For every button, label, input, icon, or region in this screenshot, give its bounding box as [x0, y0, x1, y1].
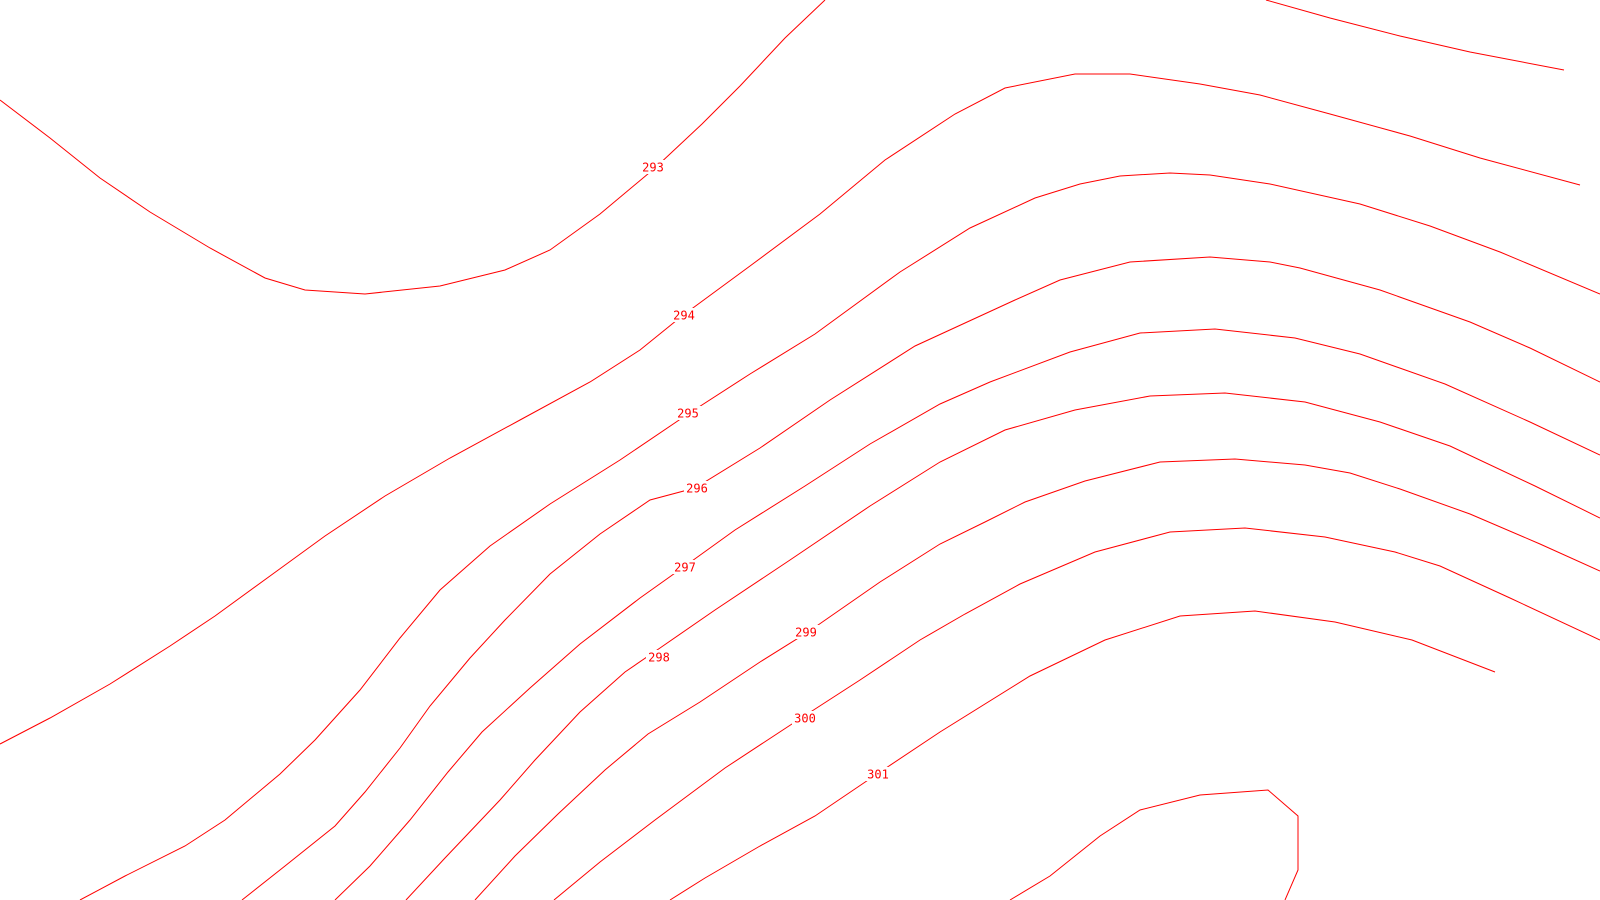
svg-text:297: 297 — [674, 561, 696, 575]
contour-line-293 — [0, 0, 826, 295]
contour-label-300: 300 — [792, 711, 818, 726]
contour-label-298: 298 — [646, 650, 672, 665]
svg-text:300: 300 — [794, 712, 816, 726]
contour-label-297: 297 — [672, 560, 698, 575]
contour-line-294 — [0, 73, 1581, 745]
contour-line-297 — [334, 328, 1600, 900]
contour-label-293: 293 — [640, 160, 666, 175]
contour-line-299 — [474, 458, 1600, 900]
contour-line-top-right — [1265, 0, 1565, 71]
svg-text:294: 294 — [673, 309, 695, 323]
svg-text:299: 299 — [795, 626, 817, 640]
contour-label-299: 299 — [793, 625, 819, 640]
contour-label-301: 301 — [865, 767, 891, 782]
contour-line-296 — [241, 256, 1600, 900]
svg-text:298: 298 — [648, 651, 670, 665]
contour-line-300 — [553, 527, 1600, 900]
contour-line-bottom-right — [1009, 789, 1299, 900]
svg-text:301: 301 — [867, 768, 889, 782]
contour-line-298 — [405, 392, 1600, 900]
svg-text:295: 295 — [677, 407, 699, 421]
contour-label-295: 295 — [675, 406, 701, 421]
svg-text:293: 293 — [642, 161, 664, 175]
svg-text:296: 296 — [686, 482, 708, 496]
contour-label-294: 294 — [671, 308, 697, 323]
contour-line-295 — [79, 172, 1600, 900]
contour-label-296: 296 — [684, 481, 710, 496]
contour-line-301 — [669, 610, 1496, 900]
